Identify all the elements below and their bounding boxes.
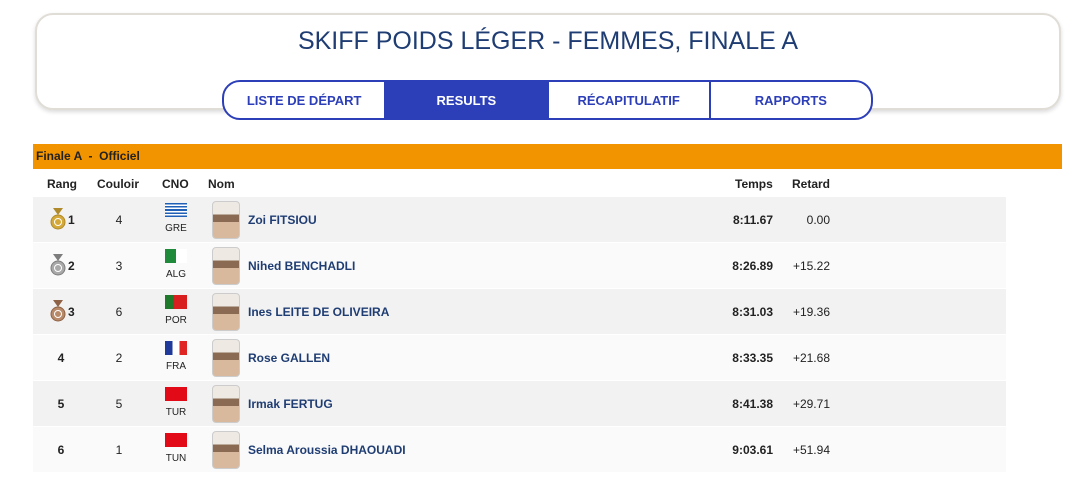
flag bbox=[165, 203, 187, 217]
column-header: Couloir bbox=[97, 177, 139, 191]
rank: 6 bbox=[57, 443, 65, 457]
country-code: TUN bbox=[165, 453, 187, 464]
medal-icon bbox=[50, 208, 66, 230]
country-code: ALG bbox=[165, 269, 186, 280]
flag bbox=[165, 433, 187, 447]
country-code: GRE bbox=[165, 223, 187, 234]
athlete-name[interactable]: Rose GALLEN bbox=[248, 351, 331, 365]
flag bbox=[165, 387, 187, 401]
medal-icon bbox=[50, 300, 66, 322]
column-header: CNO bbox=[162, 177, 189, 191]
gap: +15.22 bbox=[792, 259, 830, 273]
result-row[interactable] bbox=[33, 197, 1006, 242]
result-row[interactable] bbox=[33, 427, 1006, 472]
gap: 0.00 bbox=[806, 213, 830, 227]
lane: 4 bbox=[115, 213, 123, 227]
section-bar: Finale A - Officiel bbox=[33, 144, 1062, 169]
column-header: Rang bbox=[47, 177, 77, 191]
gap: +29.71 bbox=[792, 397, 830, 411]
athlete-photo bbox=[212, 385, 240, 423]
flag bbox=[165, 249, 187, 263]
athlete-photo bbox=[212, 339, 240, 377]
athlete-name[interactable]: Nihed BENCHADLI bbox=[248, 259, 356, 273]
athlete-name[interactable]: Irmak FERTUG bbox=[248, 397, 333, 411]
rank: 4 bbox=[57, 351, 65, 365]
time: 9:03.61 bbox=[732, 443, 773, 457]
lane: 1 bbox=[115, 443, 123, 457]
column-header: Nom bbox=[208, 177, 235, 191]
column-header: Retard bbox=[792, 177, 831, 191]
time: 8:11.67 bbox=[732, 213, 773, 227]
flag bbox=[165, 341, 187, 355]
gap: +51.94 bbox=[792, 443, 830, 457]
lane: 2 bbox=[115, 351, 123, 365]
athlete-photo bbox=[212, 293, 240, 331]
column-header: Temps bbox=[735, 177, 773, 191]
flag bbox=[165, 295, 187, 309]
lane: 3 bbox=[115, 259, 123, 273]
result-row[interactable] bbox=[33, 381, 1006, 426]
athlete-photo bbox=[212, 201, 240, 239]
rank: 1 bbox=[68, 213, 75, 227]
lane: 5 bbox=[115, 397, 123, 411]
gap: +19.36 bbox=[792, 305, 830, 319]
athlete-name[interactable]: Selma Aroussia DHAOUADI bbox=[248, 443, 406, 457]
page-title: SKIFF POIDS LÉGER - FEMMES, FINALE A bbox=[297, 27, 799, 55]
country-code: FRA bbox=[166, 361, 186, 372]
time: 8:26.89 bbox=[732, 259, 773, 273]
lane: 6 bbox=[115, 305, 123, 319]
athlete-photo bbox=[212, 247, 240, 285]
country-code: POR bbox=[165, 315, 187, 326]
time: 8:33.35 bbox=[732, 351, 773, 365]
result-row[interactable] bbox=[33, 289, 1006, 334]
tab[interactable]: LISTE DE DÉPART bbox=[246, 92, 362, 108]
rank: 3 bbox=[68, 305, 75, 319]
tab[interactable]: RÉCAPITULATIF bbox=[546, 82, 709, 118]
result-row[interactable] bbox=[33, 335, 1006, 380]
rank: 2 bbox=[68, 259, 75, 273]
country-code: TUR bbox=[165, 407, 187, 418]
gap: +21.68 bbox=[792, 351, 830, 365]
time: 8:41.38 bbox=[732, 397, 773, 411]
athlete-name[interactable]: Ines LEITE DE OLIVEIRA bbox=[248, 305, 390, 319]
tab-active[interactable]: RESULTS bbox=[384, 82, 547, 118]
athlete-photo bbox=[212, 431, 240, 469]
tab[interactable]: RAPPORTS bbox=[708, 82, 871, 118]
rank: 5 bbox=[57, 397, 65, 411]
tab-bar: LISTE DE DÉPART RESULTS RÉCAPITULATIF RA… bbox=[222, 80, 873, 120]
athlete-name[interactable]: Zoi FITSIOU bbox=[248, 213, 317, 227]
time: 8:31.03 bbox=[732, 305, 773, 319]
result-row[interactable] bbox=[33, 243, 1006, 288]
medal-icon bbox=[50, 254, 66, 276]
